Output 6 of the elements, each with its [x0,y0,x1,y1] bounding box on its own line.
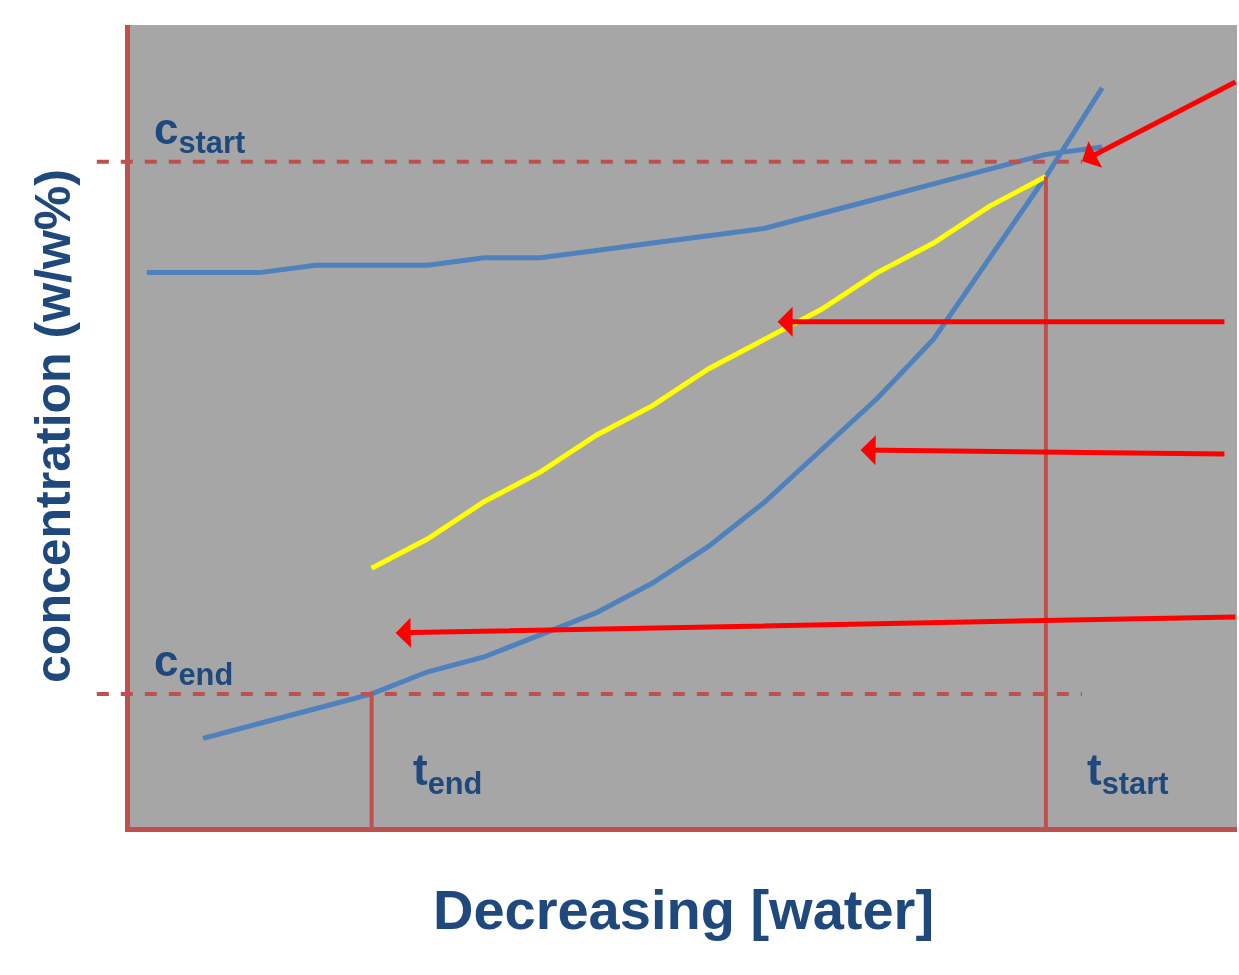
annotation: t$_{start}$ [1087,745,1169,802]
ref-line-label: c$_{start}$ [154,104,246,161]
y-axis-title: concentration (w/w%) [25,169,81,683]
annotation: t$_{end}$ [413,745,483,802]
ref-line-label: c$_{end}$ [154,636,234,693]
x-axis-title: Decreasing [water] [432,877,935,941]
